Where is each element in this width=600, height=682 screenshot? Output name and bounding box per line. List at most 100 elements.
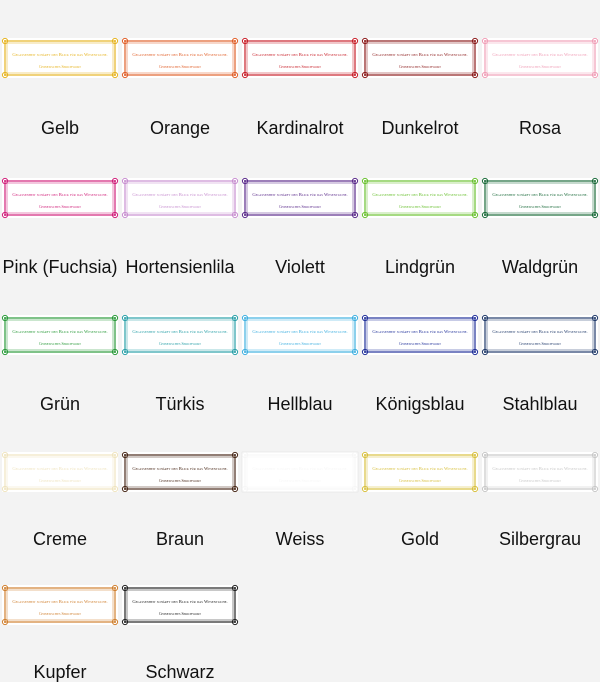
swatch-border xyxy=(124,180,236,216)
corner-dot xyxy=(484,454,486,456)
corner-ornament xyxy=(111,177,119,185)
swatch-source: Chinesisches Sprichwort xyxy=(279,342,321,346)
swatch-inner-border xyxy=(246,182,354,214)
swatch-card xyxy=(2,178,118,218)
swatch-source: Chinesisches Sprichwort xyxy=(159,342,201,346)
corner-ornament xyxy=(591,71,599,79)
corner-ornament xyxy=(231,177,239,185)
color-label: Dunkelrot xyxy=(381,118,458,138)
corner-dot xyxy=(484,74,486,76)
corner-ornament xyxy=(481,71,489,79)
color-label: Creme xyxy=(33,529,87,549)
corner-dot xyxy=(244,317,246,319)
corner-ornament xyxy=(471,485,479,493)
corner-ornament xyxy=(1,37,9,45)
color-label: Waldgrün xyxy=(502,257,578,277)
corner-dot xyxy=(4,587,6,589)
swatch-card xyxy=(362,315,478,355)
corner-ornament xyxy=(1,584,9,592)
swatch-motto: Gelassenheit schärft den Blick für das W… xyxy=(252,466,347,471)
corner-ornament xyxy=(591,37,599,45)
swatch: Gelassenheit schärft den Blick für das W… xyxy=(481,37,599,138)
corner-ornament xyxy=(471,177,479,185)
swatch-card xyxy=(362,38,478,78)
swatch: Gelassenheit schärft den Blick für das W… xyxy=(361,451,479,549)
corner-ornament xyxy=(351,177,359,185)
swatch-inner-border xyxy=(366,456,474,488)
swatch: Gelassenheit schärft den Blick für das W… xyxy=(481,451,599,549)
corner-ornament xyxy=(121,348,129,356)
corner-ornament xyxy=(111,314,119,322)
corner-dot xyxy=(244,351,246,353)
corner-dot xyxy=(484,317,486,319)
corner-dot xyxy=(114,587,116,589)
swatch-motto: Gelassenheit schärft den Blick für das W… xyxy=(12,329,107,334)
corner-dot xyxy=(124,587,126,589)
corner-dot xyxy=(124,454,126,456)
corner-ornament xyxy=(121,211,129,219)
swatch: Gelassenheit schärft den Blick für das W… xyxy=(481,177,599,277)
swatch: Gelassenheit schärft den Blick für das W… xyxy=(1,584,119,682)
corner-ornament xyxy=(351,451,359,459)
corner-ornament xyxy=(231,37,239,45)
swatch-inner-border xyxy=(126,182,234,214)
corner-dot xyxy=(234,488,236,490)
corner-dot xyxy=(364,74,366,76)
corner-dot xyxy=(4,180,6,182)
corner-dot xyxy=(364,351,366,353)
corner-dot xyxy=(474,40,476,42)
corner-dot xyxy=(234,180,236,182)
swatch-border xyxy=(484,40,596,76)
swatch-border xyxy=(4,317,116,353)
corner-dot xyxy=(354,40,356,42)
corner-ornament xyxy=(481,314,489,322)
swatch-motto: Gelassenheit schärft den Blick für das W… xyxy=(492,466,587,471)
color-label: Violett xyxy=(275,257,325,277)
corner-dot xyxy=(474,454,476,456)
corner-ornament xyxy=(241,451,249,459)
corner-ornament xyxy=(231,451,239,459)
swatch-motto: Gelassenheit schärft den Blick für das W… xyxy=(12,599,107,604)
corner-ornament xyxy=(351,348,359,356)
swatch-border xyxy=(364,180,476,216)
corner-ornament xyxy=(241,348,249,356)
swatch: Gelassenheit schärft den Blick für das W… xyxy=(1,37,119,138)
swatch-card xyxy=(122,178,238,218)
corner-dot xyxy=(4,317,6,319)
corner-dot xyxy=(234,351,236,353)
swatch-source: Chinesisches Sprichwort xyxy=(159,205,201,209)
corner-ornament xyxy=(591,211,599,219)
corner-ornament xyxy=(361,451,369,459)
swatch-source: Chinesisches Sprichwort xyxy=(519,342,561,346)
corner-dot xyxy=(124,621,126,623)
swatch-motto: Gelassenheit schärft den Blick für das W… xyxy=(492,192,587,197)
corner-ornament xyxy=(351,71,359,79)
swatch-card xyxy=(482,452,598,492)
corner-dot xyxy=(364,180,366,182)
corner-ornament xyxy=(1,211,9,219)
swatch-border xyxy=(364,454,476,490)
corner-ornament xyxy=(361,314,369,322)
corner-ornament xyxy=(1,451,9,459)
corner-ornament xyxy=(241,71,249,79)
swatch-source: Chinesisches Sprichwort xyxy=(519,479,561,483)
corner-ornament xyxy=(241,485,249,493)
swatch-motto: Gelassenheit schärft den Blick für das W… xyxy=(132,192,227,197)
color-label: Kupfer xyxy=(33,662,86,682)
swatch-border xyxy=(484,454,596,490)
corner-dot xyxy=(244,180,246,182)
corner-ornament xyxy=(231,485,239,493)
swatch-inner-border xyxy=(6,182,114,214)
corner-dot xyxy=(474,317,476,319)
swatch-motto: Gelassenheit schärft den Blick für das W… xyxy=(252,329,347,334)
swatch: Gelassenheit schärft den Blick für das W… xyxy=(121,584,239,682)
swatch-inner-border xyxy=(126,589,234,621)
corner-ornament xyxy=(361,348,369,356)
corner-ornament xyxy=(231,71,239,79)
swatch-inner-border xyxy=(366,319,474,351)
corner-dot xyxy=(484,180,486,182)
swatch-card xyxy=(242,38,358,78)
swatch-card xyxy=(242,178,358,218)
swatch-motto: Gelassenheit schärft den Blick für das W… xyxy=(12,192,107,197)
corner-dot xyxy=(234,74,236,76)
